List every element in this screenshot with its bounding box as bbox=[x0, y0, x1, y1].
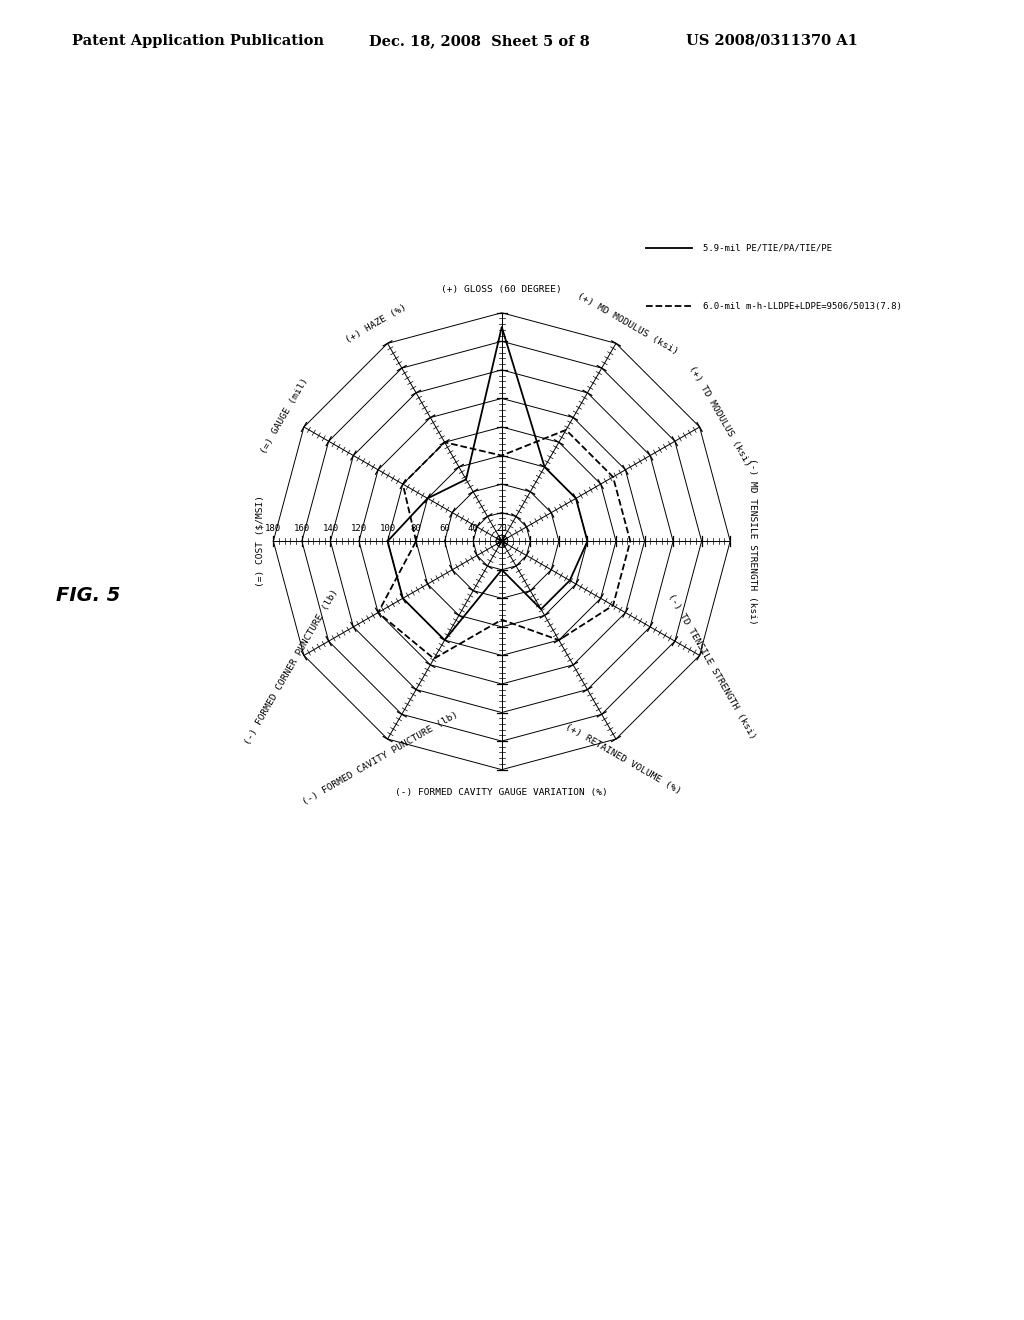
Text: Dec. 18, 2008  Sheet 5 of 8: Dec. 18, 2008 Sheet 5 of 8 bbox=[369, 34, 590, 48]
Text: 160: 160 bbox=[294, 524, 310, 533]
Text: 60: 60 bbox=[439, 524, 450, 533]
Text: (=) COST ($/MSI): (=) COST ($/MSI) bbox=[255, 495, 264, 587]
Text: 6.0-mil m-h-LLDPE+LDPE=9506/5013(7.8): 6.0-mil m-h-LLDPE+LDPE=9506/5013(7.8) bbox=[702, 302, 902, 310]
Text: (-) FORMED CAVITY PUNCTURE (lb): (-) FORMED CAVITY PUNCTURE (lb) bbox=[301, 710, 460, 808]
Text: 20: 20 bbox=[497, 524, 507, 533]
Text: 40: 40 bbox=[468, 524, 478, 533]
Text: 140: 140 bbox=[323, 524, 339, 533]
Text: 120: 120 bbox=[351, 524, 367, 533]
Text: (=) GAUGE (mil): (=) GAUGE (mil) bbox=[259, 376, 309, 455]
Text: (-) FORMED CAVITY GAUGE VARIATION (%): (-) FORMED CAVITY GAUGE VARIATION (%) bbox=[395, 788, 608, 797]
Text: 100: 100 bbox=[380, 524, 395, 533]
Text: Patent Application Publication: Patent Application Publication bbox=[72, 34, 324, 48]
Text: 80: 80 bbox=[411, 524, 422, 533]
Text: (-) FORMED CORNER PUNCTURE (lb): (-) FORMED CORNER PUNCTURE (lb) bbox=[244, 587, 340, 746]
Text: (-) TD TENSILE STRENGTH (ksi): (-) TD TENSILE STRENGTH (ksi) bbox=[666, 593, 757, 742]
Text: US 2008/0311370 A1: US 2008/0311370 A1 bbox=[686, 34, 858, 48]
Text: (+) TD MODULUS (ksi): (+) TD MODULUS (ksi) bbox=[687, 363, 752, 467]
Text: (+) HAZE (%): (+) HAZE (%) bbox=[344, 302, 409, 345]
Text: FIG. 5: FIG. 5 bbox=[56, 586, 121, 605]
Text: 180: 180 bbox=[265, 524, 282, 533]
Text: 5.9-mil PE/TIE/PA/TIE/PE: 5.9-mil PE/TIE/PA/TIE/PE bbox=[702, 244, 831, 252]
Text: (+) MD MODULUS (ksi): (+) MD MODULUS (ksi) bbox=[575, 290, 679, 356]
Text: (+) RETAINED VOLUME (%): (+) RETAINED VOLUME (%) bbox=[563, 722, 682, 796]
Text: (+) GLOSS (60 DEGREE): (+) GLOSS (60 DEGREE) bbox=[441, 285, 562, 294]
Text: (-) MD TENSILE STRENGTH (ksi): (-) MD TENSILE STRENGTH (ksi) bbox=[749, 458, 758, 624]
